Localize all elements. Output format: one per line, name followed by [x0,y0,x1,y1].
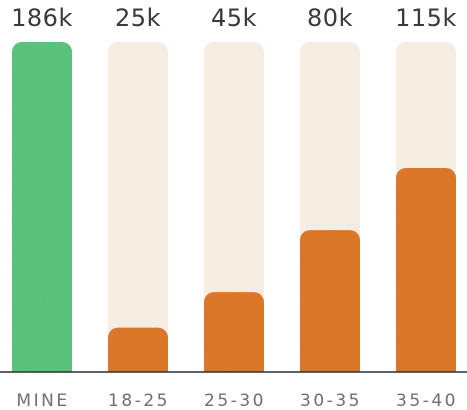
baseline-mask [0,372,467,386]
bar-35-40 [396,167,456,382]
value-label-30-35: 80k [307,4,353,32]
bar-mine [12,42,72,382]
category-label-30-35: 30-35 [300,391,362,410]
category-label-18-25: 18-25 [108,391,170,410]
value-label-25-30: 45k [211,4,257,32]
bar-30-35 [300,230,360,382]
value-label-35-40: 115k [395,4,457,32]
category-labels: MINE 18-25 25-30 30-35 35-40 [16,391,458,410]
bar-25-30 [204,292,264,382]
category-label-mine: MINE [16,391,69,410]
bar-track-18-25 [108,42,168,382]
value-labels: 186k 25k 45k 80k 115k [11,4,457,32]
value-label-mine: 186k [11,4,73,32]
bars [0,42,467,386]
category-label-25-30: 25-30 [204,391,266,410]
category-label-35-40: 35-40 [396,391,458,410]
value-label-18-25: 25k [115,4,161,32]
bar-18-25 [108,327,168,382]
